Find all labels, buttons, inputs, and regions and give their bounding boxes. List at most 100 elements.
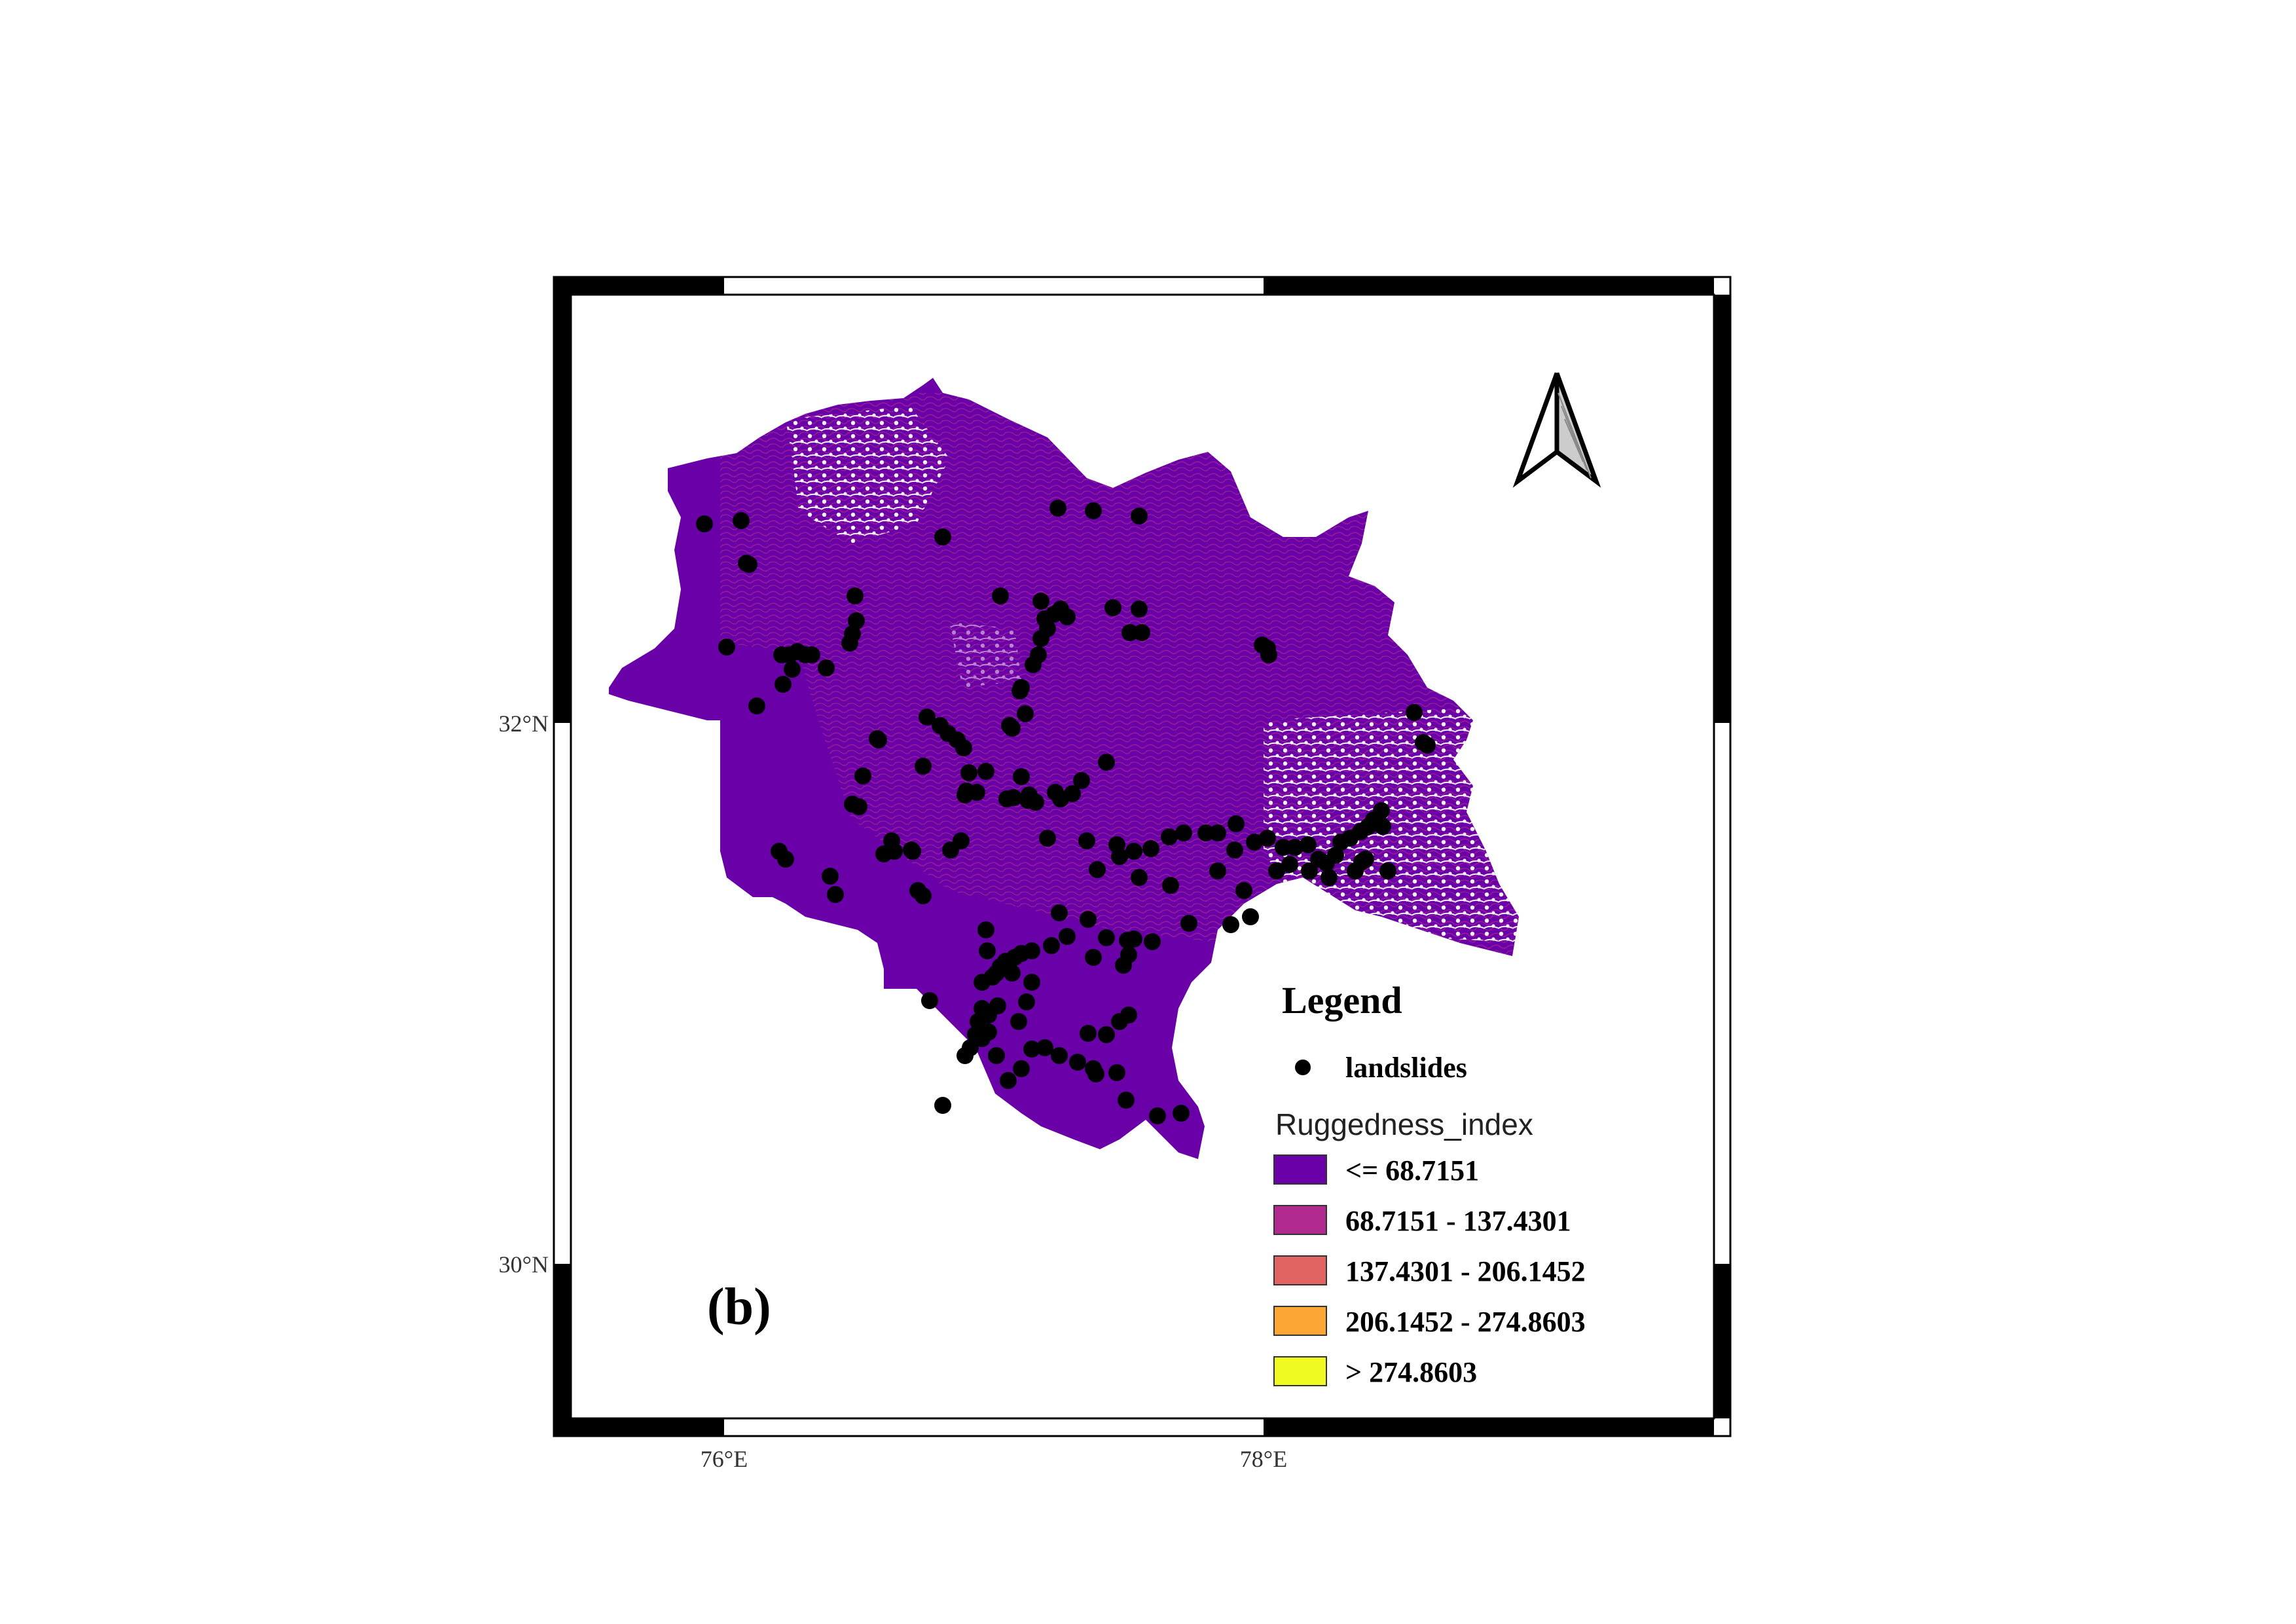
landslide-point — [915, 758, 932, 775]
landslide-point — [934, 528, 951, 545]
landslide-point — [904, 843, 921, 860]
landslide-point — [1085, 502, 1102, 519]
legend-class-label-3: 206.1452 - 274.8603 — [1345, 1306, 1586, 1338]
landslide-point — [847, 587, 864, 604]
landslide-point — [1222, 916, 1239, 933]
landslide-point — [1018, 993, 1035, 1010]
landslide-point — [1087, 1065, 1104, 1082]
landslide-point — [998, 790, 1015, 807]
landslide-point — [1120, 946, 1137, 963]
landslide-point — [774, 676, 792, 693]
lon-label-78e: 78°E — [1240, 1446, 1287, 1472]
landslide-point — [1118, 1092, 1135, 1109]
landslide-point — [1259, 830, 1276, 847]
landslide-point — [1017, 705, 1034, 722]
landslide-point — [718, 638, 735, 655]
landslide-point — [822, 868, 839, 885]
landslide-point — [1104, 599, 1121, 616]
landslide-point — [1032, 630, 1049, 647]
landslide-point — [988, 1047, 1005, 1064]
landslide-point — [1162, 877, 1179, 894]
landslide-point — [1051, 1047, 1068, 1064]
landslide-point — [1406, 704, 1423, 721]
landslide-point — [1080, 1025, 1097, 1042]
landslide-point — [1347, 862, 1364, 879]
landslide-point — [1004, 720, 1021, 737]
landslide-point — [1321, 869, 1338, 886]
landslide-point — [1373, 802, 1390, 819]
landslide-point — [1032, 593, 1049, 610]
landslide-point — [1080, 911, 1097, 928]
legend-class-label-2: 137.4301 - 206.1452 — [1345, 1255, 1586, 1287]
legend-swatch-4 — [1274, 1357, 1326, 1386]
landslide-point — [1089, 861, 1106, 878]
landslide-point — [1125, 931, 1142, 948]
landslide-point — [869, 730, 886, 747]
landslide-point — [992, 958, 1009, 975]
landslide-point — [1175, 824, 1192, 841]
landslide-point — [748, 697, 765, 714]
landslide-point — [1011, 682, 1029, 699]
landslide-point — [1098, 1026, 1115, 1043]
landslide-point — [1023, 974, 1040, 991]
landslide-point — [921, 992, 938, 1009]
lon-label-76e: 76°E — [701, 1446, 748, 1472]
landslide-point — [1059, 608, 1076, 625]
landslide-point — [1242, 908, 1259, 925]
landslide-point — [1098, 754, 1115, 771]
landslide-point — [1085, 949, 1102, 966]
landslide-point — [1039, 830, 1056, 847]
landslide-point — [1209, 824, 1226, 841]
landslide-point — [1260, 646, 1277, 663]
landslide-point — [1173, 1105, 1190, 1122]
landslide-point — [850, 798, 867, 815]
legend-landslides-label: landslides — [1345, 1052, 1467, 1084]
legend-swatch-0 — [1274, 1155, 1326, 1184]
landslide-point — [942, 841, 959, 858]
landslide-point — [1131, 600, 1148, 618]
landslide-point — [1226, 841, 1243, 858]
landslide-point — [1144, 933, 1161, 950]
landslide-point — [1013, 1060, 1030, 1077]
landslide-point — [1133, 624, 1150, 641]
landslide-point — [1025, 656, 1042, 673]
landslide-point — [1142, 840, 1159, 857]
landslide-point — [1069, 1054, 1086, 1071]
landslide-point — [1010, 1013, 1027, 1030]
landslide-point — [960, 764, 977, 781]
landslide-point — [1078, 832, 1095, 849]
landslide-point — [1108, 1064, 1125, 1081]
landslide-point — [733, 512, 750, 529]
landslide-point — [1379, 862, 1396, 879]
landslide-point — [967, 1026, 984, 1043]
landslide-point — [915, 887, 932, 904]
landslide-point — [1047, 784, 1064, 801]
landslide-point — [979, 942, 996, 959]
landslide-point — [1235, 882, 1252, 899]
landslide-point — [827, 886, 844, 903]
landslide-point — [1120, 1006, 1137, 1024]
legend-class-label-4: > 274.8603 — [1345, 1356, 1477, 1388]
landslide-point — [955, 739, 972, 756]
landslide-point — [1131, 507, 1148, 525]
landslide-point — [1301, 862, 1318, 879]
landslide-point — [957, 1047, 974, 1064]
landslide-point — [1228, 815, 1245, 832]
landslide-point — [841, 635, 858, 652]
landslide-point — [1051, 904, 1068, 921]
legend-swatch-2 — [1274, 1256, 1326, 1285]
legend-class-label-1: 68.7151 - 137.4301 — [1345, 1205, 1571, 1237]
landslide-point — [696, 515, 713, 532]
landslide-point — [1108, 836, 1125, 853]
lat-label-32n: 32°N — [499, 710, 549, 737]
landslide-point — [1098, 929, 1115, 946]
landslide-point — [1064, 785, 1081, 802]
landslide-point — [1180, 915, 1197, 932]
panel-label: (b) — [707, 1278, 771, 1336]
landslide-point — [1300, 836, 1317, 853]
landslide-point — [818, 659, 835, 676]
legend-swatch-3 — [1274, 1306, 1326, 1335]
legend-swatch-1 — [1274, 1206, 1326, 1234]
landslide-point — [1059, 928, 1076, 945]
legend-title: Legend — [1282, 979, 1402, 1022]
